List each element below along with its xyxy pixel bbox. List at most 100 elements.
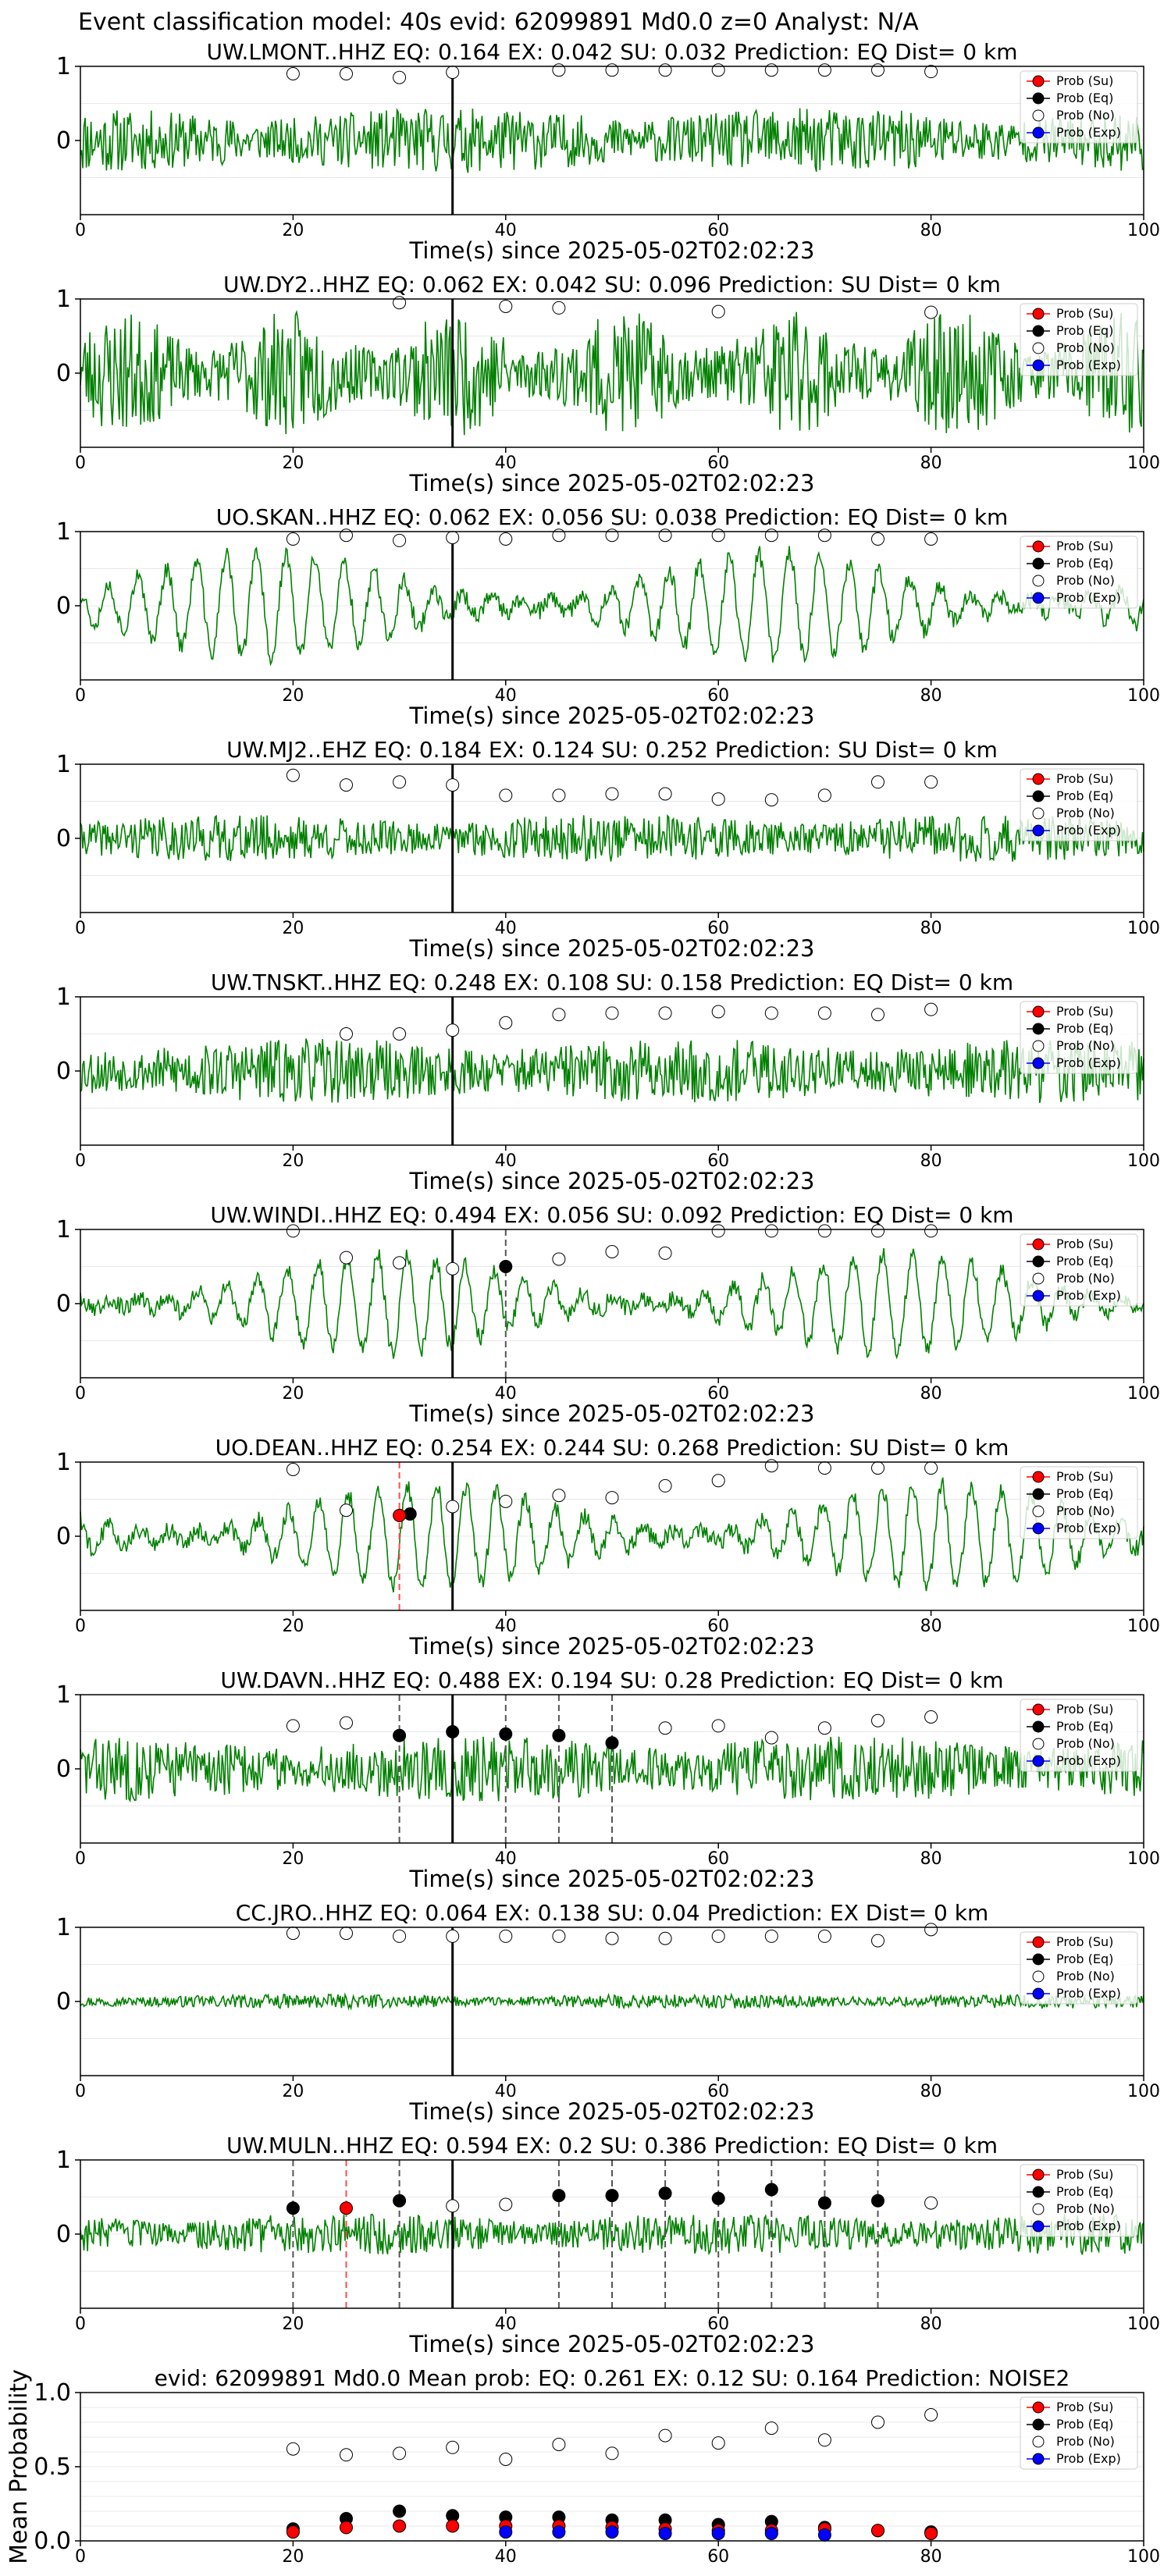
prob-no-point (393, 70, 407, 84)
prob-no-point (817, 1461, 831, 1475)
legend-box (1020, 1931, 1138, 2005)
panel-4: UW.TNSKT..HHZ EQ: 0.248 EX: 0.108 SU: 0.… (56, 970, 1160, 1194)
prob-no-point (871, 775, 884, 789)
legend-box (1020, 1233, 1138, 1307)
prob-no-point (924, 1461, 938, 1475)
x-tick-label: 60 (707, 1617, 729, 1636)
y-tick-label: 0 (56, 825, 71, 852)
legend-label: Prob (No) (1056, 108, 1115, 123)
y-tick-label: 1 (56, 984, 71, 1011)
legend-box (1020, 535, 1138, 609)
prob-no-point (711, 2436, 725, 2450)
prob-no-point (446, 1261, 460, 1276)
legend-label: Prob (Eq) (1056, 1021, 1113, 1036)
x-tick-label: 0 (75, 1849, 86, 1869)
x-tick-label: 100 (1127, 2314, 1160, 2334)
x-tick-label: 20 (282, 1617, 304, 1636)
prob-no-point (924, 305, 938, 319)
prob-eq-point (499, 1260, 513, 1273)
panel-title: UW.DY2..HHZ EQ: 0.062 EX: 0.042 SU: 0.09… (223, 272, 1001, 297)
prob-no-point (658, 1006, 672, 1020)
legend-marker (1032, 342, 1045, 354)
prob-no-point (286, 1463, 300, 1476)
prob-no-point (711, 528, 725, 543)
legend-marker (1032, 1936, 1045, 1948)
x-tick-label: 80 (920, 1617, 942, 1636)
x-tick-label: 40 (495, 1617, 517, 1636)
prob-eq-point (446, 1725, 460, 1738)
legend-label: Prob (Exp) (1056, 2218, 1121, 2233)
prob-no-point (711, 1224, 725, 1238)
prob-no-point (446, 531, 460, 545)
x-tick-label: 100 (1127, 919, 1160, 938)
prob-no-point (393, 1256, 407, 1270)
y-axis-label: Mean Probability (5, 2369, 33, 2564)
prob-no-point (658, 1246, 672, 1260)
x-tick-label: 0 (75, 1617, 86, 1636)
prob-exp-point (499, 2525, 513, 2539)
panel-title: UW.TNSKT..HHZ EQ: 0.248 EX: 0.108 SU: 0.… (211, 970, 1013, 995)
prob-no-point (393, 296, 407, 310)
legend-marker (1032, 75, 1045, 87)
legend-marker (1032, 1488, 1045, 1500)
y-tick-label: 1 (56, 1914, 71, 1941)
x-tick-label: 20 (282, 1384, 304, 1404)
prob-no-point (340, 67, 353, 80)
legend-marker (1032, 1255, 1045, 1268)
prob-no-point (711, 1005, 725, 1019)
legend-label: Prob (Su) (1056, 2167, 1113, 2182)
legend-label: Prob (Eq) (1056, 2184, 1113, 2199)
figure-title: Event classification model: 40s evid: 62… (78, 9, 919, 36)
panel-title: UW.MJ2..EHZ EQ: 0.184 EX: 0.124 SU: 0.25… (226, 737, 998, 763)
x-tick-label: 20 (282, 686, 304, 706)
prob-no-point (499, 2453, 513, 2466)
prob-no-point (817, 1224, 831, 1238)
legend-marker (1032, 1238, 1045, 1251)
y-tick-label: 0 (56, 592, 71, 620)
x-tick-label: 80 (920, 1384, 942, 1404)
panel-title: UW.LMONT..HHZ EQ: 0.164 EX: 0.042 SU: 0.… (207, 39, 1018, 65)
prob-eq-point (286, 2201, 300, 2215)
y-tick-label: 1 (56, 518, 71, 546)
prob-exp-point (764, 2527, 778, 2540)
waveform-trace (80, 813, 1144, 862)
prob-no-point (499, 300, 513, 313)
legend-label: Prob (No) (1056, 573, 1115, 588)
x-tick-label: 20 (282, 454, 304, 473)
legend-label: Prob (No) (1056, 340, 1115, 355)
prob-no-point (393, 2446, 407, 2460)
panel-title: UO.DEAN..HHZ EQ: 0.254 EX: 0.244 SU: 0.2… (215, 1435, 1009, 1461)
panel-10: evid: 62099891 Md0.0 Mean prob: EQ: 0.26… (5, 2365, 1160, 2567)
x-tick-label: 60 (707, 686, 729, 706)
legend-marker (1032, 2435, 1045, 2448)
prob-eq-point (605, 2189, 619, 2203)
x-tick-label: 60 (707, 919, 729, 938)
prob-no-point (711, 304, 725, 318)
prob-no-point (552, 63, 566, 77)
panel-7: UW.DAVN..HHZ EQ: 0.488 EX: 0.194 SU: 0.2… (56, 1667, 1160, 1892)
y-tick-label: 0 (56, 1988, 71, 2016)
prob-no-point (658, 2428, 672, 2443)
prob-no-point (605, 1931, 619, 1945)
x-tick-label: 100 (1127, 2547, 1160, 2567)
prob-no-point (711, 1929, 725, 1943)
prob-no-point (764, 1224, 778, 1238)
legend-marker (1032, 557, 1045, 570)
prob-no-point (446, 1500, 460, 1514)
prob-no-point (446, 2440, 460, 2454)
prob-no-point (924, 65, 938, 79)
waveform-trace (80, 1992, 1144, 2011)
prob-no-point (605, 528, 619, 543)
legend-marker (1032, 1703, 1045, 1716)
prob-exp-point (605, 2525, 619, 2539)
y-tick-label: 1.0 (34, 2379, 71, 2407)
x-tick-label: 80 (920, 221, 942, 240)
prob-no-point (446, 1929, 460, 1943)
prob-no-point (658, 1478, 672, 1493)
prob-su-point (446, 2519, 460, 2533)
legend-label: Prob (Eq) (1056, 556, 1113, 571)
legend-box (1020, 2164, 1138, 2237)
prob-no-point (817, 788, 831, 802)
prob-no-point (871, 1224, 884, 1238)
legend-marker (1032, 1505, 1045, 1517)
